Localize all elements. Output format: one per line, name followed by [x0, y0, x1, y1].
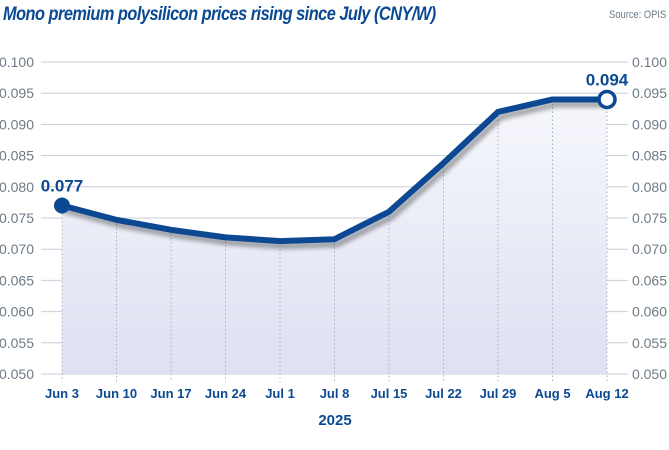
y-tick-label-right: 0.090: [632, 116, 667, 132]
y-tick-label-right: 0.085: [632, 148, 667, 164]
y-tick-label-left: 0.050: [0, 366, 34, 382]
x-tick-label: Jun 3: [45, 386, 79, 401]
y-tick-label-right: 0.095: [632, 85, 667, 101]
x-tick-label: Jun 10: [96, 386, 137, 401]
y-tick-label-right: 0.050: [632, 366, 667, 382]
y-tick-label-left: 0.085: [0, 148, 34, 164]
x-tick-label: Aug 5: [534, 386, 570, 401]
y-tick-label-left: 0.070: [0, 241, 34, 257]
y-tick-label-left: 0.060: [0, 304, 34, 320]
data-label: 0.077: [41, 177, 84, 196]
x-tick-label: Jul 22: [425, 386, 462, 401]
x-tick-label: Jul 29: [480, 386, 517, 401]
y-tick-label-left: 0.055: [0, 335, 34, 351]
x-tick-label: Jul 1: [265, 386, 295, 401]
data-point-start: [54, 197, 70, 214]
y-tick-label-right: 0.065: [632, 272, 667, 288]
y-tick-label-right: 0.080: [632, 179, 667, 195]
chart-title: Mono premium polysilicon prices rising s…: [3, 4, 436, 25]
x-tick-label: Aug 12: [585, 386, 628, 401]
y-tick-label-left: 0.075: [0, 210, 34, 226]
y-tick-label-right: 0.100: [632, 54, 667, 70]
y-tick-label-left: 0.095: [0, 85, 34, 101]
y-tick-label-right: 0.075: [632, 210, 667, 226]
series-line: [59, 96, 610, 245]
y-tick-label-right: 0.055: [632, 335, 667, 351]
data-point-end: [597, 89, 617, 110]
x-tick-label: Jul 15: [371, 386, 408, 401]
y-tick-label-left: 0.090: [0, 116, 34, 132]
x-tick-label: Jul 8: [320, 386, 350, 401]
area-fill: [62, 99, 607, 374]
y-tick-label-left: 0.065: [0, 272, 34, 288]
y-tick-label-right: 0.070: [632, 241, 667, 257]
data-label: 0.094: [586, 70, 629, 89]
y-tick-label-right: 0.060: [632, 304, 667, 320]
y-tick-label-left: 0.100: [0, 54, 34, 70]
x-tick-label: Jun 24: [205, 386, 247, 401]
x-tick-label: Jun 17: [150, 386, 191, 401]
y-tick-label-left: 0.080: [0, 179, 34, 195]
x-axis-label: 2025: [318, 412, 351, 429]
source-note: Source: OPIS: [608, 9, 666, 21]
